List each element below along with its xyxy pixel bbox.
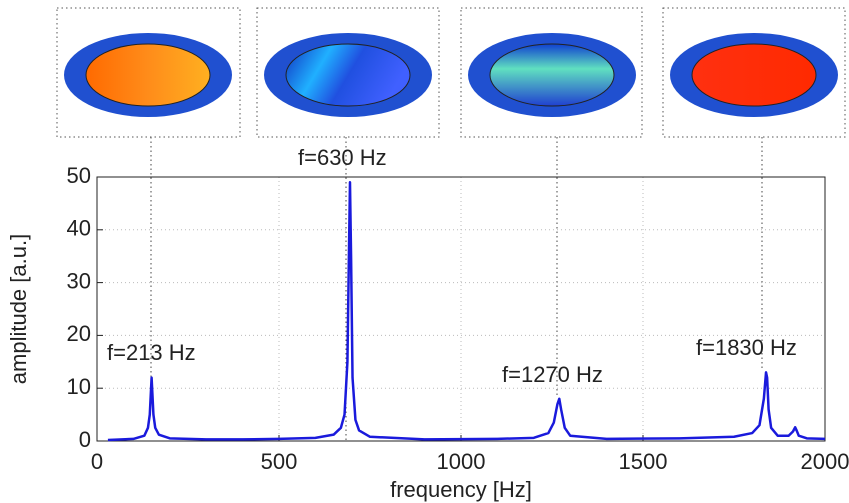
mode-shape: [285, 43, 411, 107]
y-tick-label: 20: [67, 321, 91, 346]
annotation: f=1830 Hz: [696, 335, 797, 360]
x-tick-label: 500: [261, 449, 298, 474]
x-tick-label: 0: [91, 449, 103, 474]
plot-frame: [96, 176, 826, 442]
inset-box: [662, 7, 846, 138]
mode-shape: [489, 43, 615, 107]
mode-insets: [56, 7, 846, 441]
y-tick-label: 0: [79, 427, 91, 452]
spectrum-line: [107, 181, 826, 442]
x-axis-label: frequency [Hz]: [390, 477, 532, 502]
x-tick-label: 1000: [437, 449, 486, 474]
y-tick-label: 30: [67, 268, 91, 293]
inset-box: [256, 7, 440, 138]
x-tick-label: 1500: [619, 449, 668, 474]
annotation: f=630 Hz: [298, 145, 387, 170]
mode-shape: [85, 43, 211, 107]
annotation: f=213 Hz: [107, 340, 196, 365]
y-tick-label: 50: [67, 163, 91, 188]
inset-box: [56, 7, 241, 138]
x-tick-label: 2000: [801, 449, 849, 474]
y-tick-label: 10: [67, 374, 91, 399]
y-tick-label: 40: [67, 216, 91, 241]
inset-box: [460, 7, 643, 138]
mode-shape: [691, 43, 817, 107]
y-axis-label: amplitude [a.u.]: [6, 234, 31, 384]
annotation: f=1270 Hz: [502, 362, 603, 387]
